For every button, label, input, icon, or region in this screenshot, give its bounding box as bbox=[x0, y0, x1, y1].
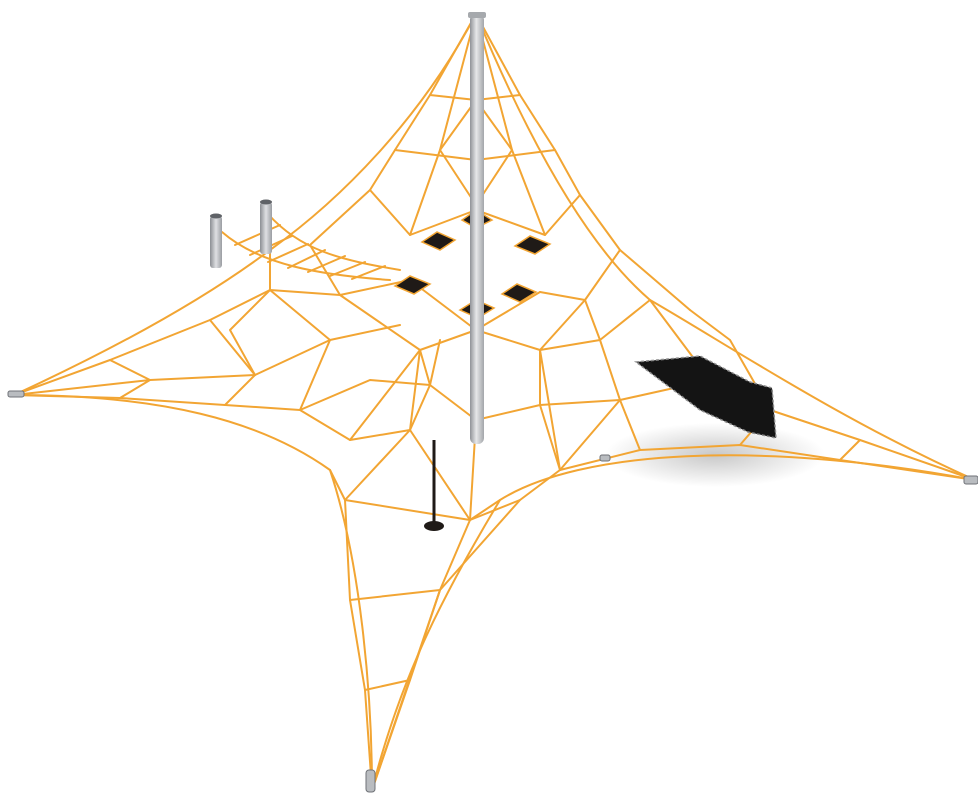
climbing-pad-right-back bbox=[513, 235, 552, 255]
rope-net bbox=[13, 13, 976, 791]
post-right bbox=[260, 202, 272, 254]
post-right-top bbox=[260, 199, 272, 205]
post-left bbox=[210, 216, 222, 268]
trampoline-panel bbox=[633, 355, 777, 439]
pole-cap bbox=[468, 12, 486, 18]
post-left-top bbox=[210, 213, 222, 219]
climbing-pad-left-back bbox=[420, 231, 457, 251]
central-pole bbox=[470, 14, 484, 444]
climbing-pad-left-front bbox=[393, 275, 432, 295]
outer-boundary-rope bbox=[13, 13, 976, 791]
climbing-pad-right-front bbox=[500, 283, 538, 303]
ground-anchors bbox=[7, 390, 978, 793]
anchor-right bbox=[963, 475, 978, 485]
anchor-mid bbox=[599, 454, 611, 462]
entry-posts bbox=[210, 199, 272, 268]
disc-swing bbox=[424, 440, 444, 531]
anchor-front bbox=[365, 769, 376, 793]
anchor-left bbox=[7, 390, 25, 398]
